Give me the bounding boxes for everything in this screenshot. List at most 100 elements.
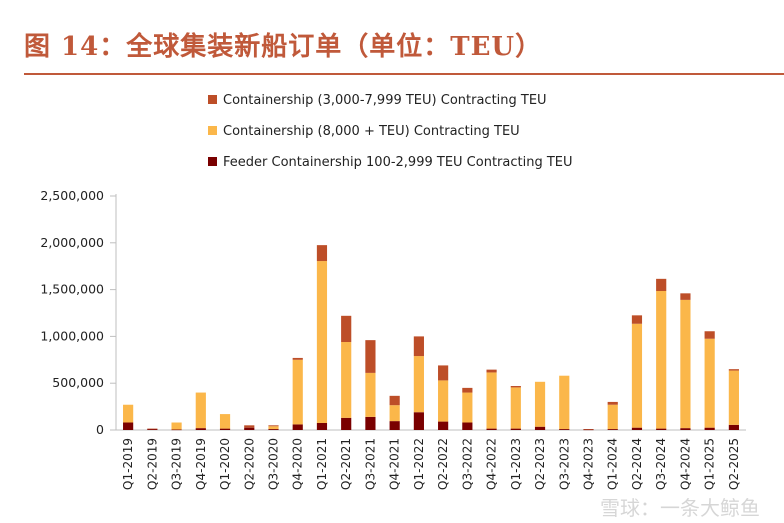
x-tick-label: Q1-2024 bbox=[606, 438, 620, 490]
bar-segment bbox=[244, 427, 255, 430]
x-tick-label: Q1-2025 bbox=[703, 438, 717, 490]
bar-segment bbox=[704, 331, 715, 339]
bar-segment bbox=[559, 429, 570, 430]
legend-swatch bbox=[208, 95, 217, 104]
chart-x-tick-labels: Q1-2019 Q2-2019 Q3-2019 Q4-2019 Q1-2020 Q2-20… bbox=[121, 438, 741, 490]
bar-segment bbox=[389, 421, 400, 430]
chart-legend: Containership (3,000-7,999 TEU) Contract… bbox=[208, 93, 573, 170]
bar-segment bbox=[438, 421, 449, 430]
x-tick-label: Q3-2022 bbox=[460, 438, 474, 490]
bar-segment bbox=[268, 429, 279, 430]
bar-segment bbox=[341, 417, 352, 430]
y-tick-label: 1,500,000 bbox=[40, 282, 104, 297]
bar-segment bbox=[510, 387, 521, 429]
x-tick-label: Q1-2021 bbox=[315, 438, 329, 490]
bar-segment bbox=[534, 426, 546, 430]
figure-title: 图 14：全球集装新船订单（单位：TEU） bbox=[24, 32, 543, 62]
y-tick-label: 1,000,000 bbox=[40, 328, 104, 343]
bar-segment bbox=[510, 428, 521, 430]
bar-segment bbox=[413, 356, 424, 413]
bar-segment bbox=[389, 395, 400, 406]
bar-segment bbox=[510, 386, 521, 388]
x-tick-label: Q4-2021 bbox=[388, 438, 402, 490]
chart-axes: 0 500,000 1,000,000 1,500,000 2,000,000 2,500… bbox=[40, 188, 746, 437]
x-tick-label: Q4-2022 bbox=[485, 438, 499, 490]
x-tick-label: Q1-2020 bbox=[218, 438, 232, 490]
bar-segment bbox=[583, 429, 594, 431]
x-tick-label: Q3-2020 bbox=[267, 438, 281, 490]
legend-entry: Feeder Containership 100-2,999 TEU Contr… bbox=[223, 155, 573, 170]
bar-segment bbox=[704, 338, 715, 428]
bar-segment bbox=[680, 299, 691, 429]
bar-segment bbox=[486, 369, 497, 373]
bar-segment bbox=[171, 429, 182, 431]
bar-segment bbox=[365, 340, 376, 373]
bar-segment bbox=[656, 291, 667, 429]
bar-segment bbox=[680, 428, 691, 430]
bar-segment bbox=[728, 370, 739, 425]
bar-segment bbox=[462, 387, 473, 393]
x-tick-label: Q2-2020 bbox=[242, 438, 256, 490]
title-rule bbox=[24, 73, 784, 75]
y-tick-label: 500,000 bbox=[52, 375, 104, 390]
bar-segment bbox=[316, 261, 328, 423]
y-tick-label: 0 bbox=[96, 422, 104, 437]
x-tick-label: Q1-2023 bbox=[509, 438, 523, 490]
bar-segment bbox=[171, 422, 182, 430]
bar-segment bbox=[486, 428, 497, 430]
bar-segment bbox=[583, 429, 594, 430]
bar-segment bbox=[631, 323, 643, 428]
x-tick-label: Q2-2019 bbox=[145, 438, 159, 490]
bar-segment bbox=[268, 425, 279, 427]
bar-segment bbox=[607, 404, 618, 430]
bar-segment bbox=[244, 425, 255, 428]
x-tick-label: Q3-2024 bbox=[654, 438, 668, 490]
bar-segment bbox=[413, 336, 424, 357]
bar-segment bbox=[195, 392, 206, 429]
chart-bars bbox=[123, 245, 739, 431]
bar-segment bbox=[534, 381, 546, 427]
bar-segment bbox=[680, 293, 691, 300]
watermark-text: 雪球：一条大鲸鱼 bbox=[600, 496, 760, 520]
x-tick-label: Q1-2022 bbox=[412, 438, 426, 490]
bar-segment bbox=[728, 424, 739, 430]
bar-segment bbox=[728, 369, 739, 371]
bar-segment bbox=[219, 414, 231, 429]
x-tick-label: Q2-2021 bbox=[339, 438, 353, 490]
bar-segment bbox=[462, 422, 473, 430]
x-tick-label: Q4-2020 bbox=[291, 438, 305, 490]
bar-segment bbox=[631, 427, 643, 430]
bar-segment bbox=[316, 422, 328, 430]
bar-segment bbox=[607, 429, 618, 430]
bar-segment bbox=[341, 342, 352, 418]
bar-segment bbox=[123, 404, 134, 423]
bar-segment bbox=[341, 315, 352, 343]
x-tick-label: Q2-2023 bbox=[533, 438, 547, 490]
bar-segment bbox=[462, 392, 473, 423]
x-tick-label: Q3-2023 bbox=[557, 438, 571, 490]
bar-segment bbox=[607, 401, 618, 405]
bar-segment bbox=[389, 405, 400, 422]
bar-segment bbox=[559, 375, 570, 430]
bar-segment bbox=[486, 372, 497, 429]
x-tick-label: Q3-2019 bbox=[170, 438, 184, 490]
bar-segment bbox=[631, 315, 643, 324]
bar-segment bbox=[123, 422, 134, 430]
bar-segment bbox=[268, 426, 279, 430]
legend-entry: Containership (3,000-7,999 TEU) Contract… bbox=[223, 93, 547, 108]
bar-segment bbox=[316, 245, 328, 262]
bar-segment bbox=[219, 428, 231, 430]
bar-segment bbox=[656, 428, 667, 430]
y-tick-label: 2,000,000 bbox=[40, 235, 104, 250]
bar-segment bbox=[656, 278, 667, 292]
bar-segment bbox=[365, 416, 376, 430]
y-tick-label: 2,500,000 bbox=[40, 188, 104, 203]
legend-swatch bbox=[208, 157, 217, 166]
x-tick-label: Q4-2024 bbox=[678, 438, 692, 490]
bar-segment bbox=[195, 428, 206, 430]
bar-segment bbox=[292, 359, 303, 425]
x-tick-label: Q2-2022 bbox=[436, 438, 450, 490]
bar-segment bbox=[704, 427, 715, 430]
bar-segment bbox=[438, 380, 449, 422]
